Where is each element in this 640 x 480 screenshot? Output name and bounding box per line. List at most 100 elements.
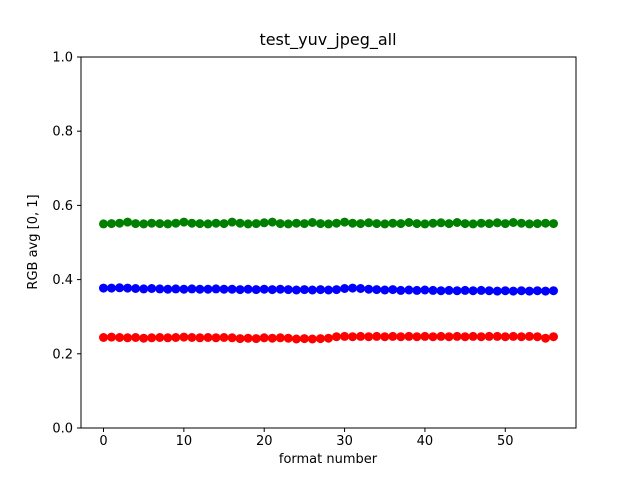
data-point [259, 333, 269, 343]
data-point [203, 219, 213, 229]
data-point [484, 286, 494, 296]
data-point [468, 331, 478, 341]
data-point [524, 219, 534, 229]
data-point [291, 334, 301, 344]
data-point [179, 217, 189, 227]
data-point [251, 219, 261, 229]
data-point [139, 219, 149, 229]
data-point [532, 286, 542, 296]
data-point [219, 333, 229, 342]
data-point [452, 331, 462, 341]
data-point [139, 333, 149, 343]
data-point [484, 219, 494, 229]
data-point [195, 333, 205, 343]
data-point [324, 285, 333, 295]
data-point [163, 333, 173, 343]
x-tick-label: 40 [417, 434, 434, 449]
data-point [549, 286, 558, 296]
data-point [460, 332, 470, 342]
data-point [123, 217, 133, 227]
data-point [388, 285, 398, 295]
data-point [243, 219, 253, 229]
data-point [364, 284, 374, 294]
data-point [227, 217, 237, 227]
data-point [147, 284, 157, 293]
data-point [468, 286, 478, 296]
data-point [484, 331, 494, 341]
data-point [532, 332, 542, 342]
data-point [316, 334, 325, 344]
data-point [332, 218, 341, 228]
data-point [283, 219, 293, 229]
data-point [364, 218, 374, 228]
data-point [115, 333, 125, 342]
data-point [541, 218, 550, 228]
data-point [348, 218, 358, 228]
data-point [549, 219, 558, 229]
x-tick-label: 0 [99, 434, 107, 449]
data-point [324, 333, 333, 343]
data-point [115, 283, 125, 293]
data-point [324, 219, 333, 229]
y-tick-label: 0.4 [52, 273, 73, 288]
data-point [275, 333, 285, 343]
data-point [476, 285, 486, 295]
data-point [532, 219, 542, 229]
data-point [155, 333, 165, 342]
data-point [227, 333, 237, 343]
data-point [460, 219, 470, 229]
data-point [171, 284, 181, 294]
data-point [541, 286, 550, 296]
data-point [275, 284, 285, 294]
data-point [291, 285, 301, 295]
data-point [243, 333, 253, 343]
data-point [348, 332, 358, 342]
data-point [179, 332, 189, 342]
data-point [299, 334, 309, 344]
data-point [332, 285, 341, 295]
y-tick-label: 0.6 [52, 199, 73, 214]
data-point [516, 218, 526, 228]
data-point [492, 218, 502, 228]
data-points [99, 217, 558, 344]
plot-frame-rect [80, 56, 577, 429]
axis-tick-labels: 0 10 20 30 40 50 0.0 0.2 0.4 0.6 0.8 1.0 [52, 51, 513, 450]
data-point [444, 285, 454, 295]
chart-title: test_yuv_jpeg_all [259, 30, 396, 50]
data-point [307, 334, 317, 344]
data-point [500, 219, 510, 229]
data-point [275, 219, 285, 229]
data-point [412, 332, 422, 342]
data-point [492, 286, 502, 296]
data-point [195, 284, 205, 294]
data-point [460, 285, 470, 295]
data-point [235, 218, 245, 228]
data-point [380, 285, 390, 295]
data-point [428, 285, 438, 295]
data-point [500, 332, 510, 342]
data-point [404, 285, 414, 295]
series-red [99, 331, 558, 344]
data-point [203, 284, 213, 294]
data-point [219, 284, 229, 294]
data-point [171, 333, 181, 342]
data-point [356, 331, 366, 341]
data-point [99, 283, 108, 293]
data-point [99, 219, 108, 229]
data-point [492, 331, 502, 341]
data-point [163, 284, 173, 294]
data-point [235, 285, 245, 295]
data-point [267, 217, 277, 227]
y-tick-label: 0.8 [52, 125, 73, 140]
data-point [380, 219, 390, 229]
data-point [340, 284, 350, 293]
data-point [316, 285, 325, 295]
data-point [107, 332, 116, 342]
data-point [187, 284, 197, 294]
data-point [283, 285, 293, 295]
data-point [444, 219, 454, 229]
data-point [131, 219, 141, 229]
data-point [412, 219, 422, 229]
data-point [115, 218, 125, 228]
data-point [372, 219, 382, 229]
